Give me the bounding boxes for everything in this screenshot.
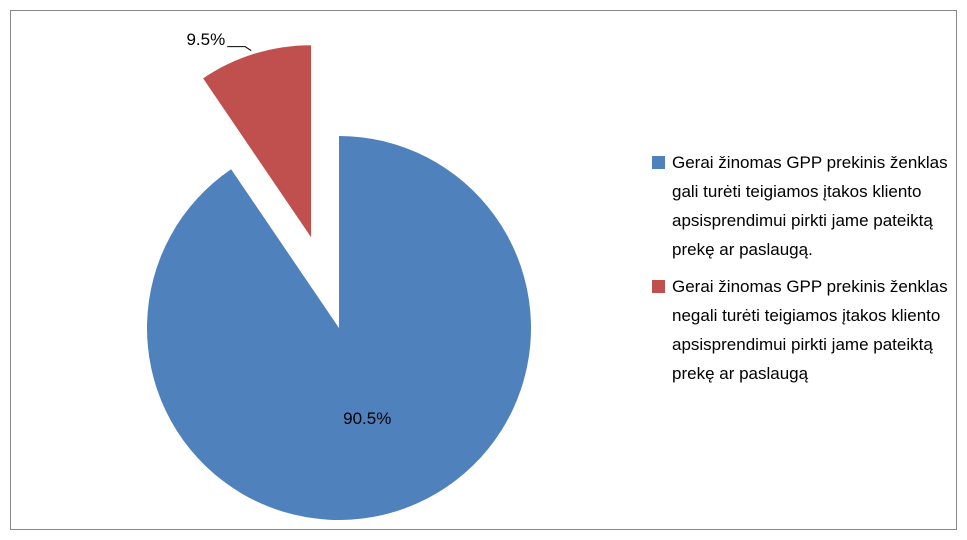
legend: Gerai žinomas GPP prekinis ženklas gali … (652, 148, 962, 396)
frame (10, 10, 957, 530)
legend-label: Gerai žinomas GPP prekinis ženklas negal… (672, 277, 948, 383)
data-label: 90.5% (343, 409, 391, 428)
leader-line (227, 46, 252, 52)
pie-slice (146, 136, 531, 520)
legend-swatch (652, 156, 665, 169)
legend-entry: Gerai žinomas GPP prekinis ženklas gali … (652, 148, 962, 264)
legend-swatch (652, 280, 665, 293)
legend-label: Gerai žinomas GPP prekinis ženklas gali … (672, 153, 948, 259)
legend-entry: Gerai žinomas GPP prekinis ženklas negal… (652, 272, 962, 388)
data-label: 9.5% (186, 30, 225, 49)
pie-slice (203, 45, 312, 238)
